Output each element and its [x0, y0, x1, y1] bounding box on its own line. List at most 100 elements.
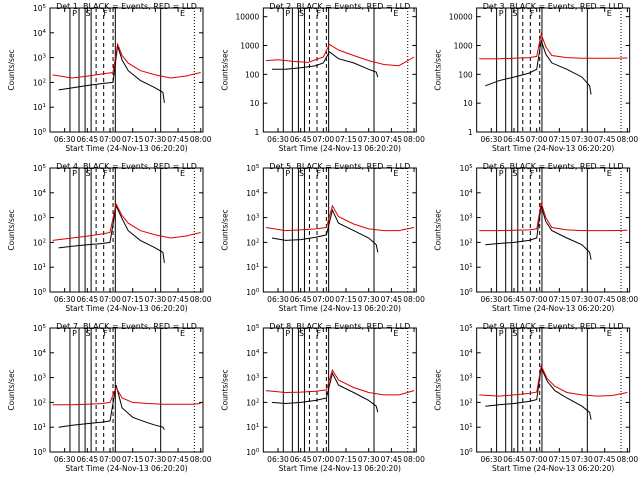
marker-letter: E — [607, 9, 612, 18]
x-tick-label: 08:00 — [617, 135, 639, 144]
y-tick-label: 105 — [33, 4, 47, 13]
x-tick-label: 07:45 — [594, 135, 616, 144]
y-tick-label: 104 — [246, 349, 260, 358]
y-tick-label: 105 — [460, 324, 474, 333]
marker-letter: F — [103, 9, 108, 18]
x-tick-label: 06:45 — [503, 455, 525, 464]
x-tick-label: 07:00 — [313, 295, 335, 304]
x-tick-label: 08:00 — [403, 295, 425, 304]
x-tick-label: 08:00 — [617, 455, 639, 464]
x-tick-label: 08:00 — [617, 295, 639, 304]
marker-letter: S — [86, 9, 91, 18]
y-tick-label: 105 — [33, 324, 47, 333]
x-tick-label: 08:00 — [403, 455, 425, 464]
x-tick-label: 07:45 — [167, 295, 189, 304]
y-tick-label: 105 — [33, 164, 47, 173]
marker-letter: P — [72, 329, 77, 338]
x-tick-label: 07:00 — [526, 455, 548, 464]
x-tick-label: 07:30 — [571, 295, 593, 304]
y-tick-label: 100 — [460, 448, 474, 457]
y-tick-label: 103 — [460, 214, 474, 223]
red-lld-series — [479, 202, 628, 232]
red-lld-series — [52, 42, 201, 79]
x-tick-label: 07:30 — [571, 135, 593, 144]
axes-frame — [476, 7, 631, 133]
black-events-series — [58, 45, 165, 103]
x-tick-label: 07:00 — [99, 455, 121, 464]
x-tick-label: 07:30 — [145, 455, 167, 464]
axes-frame — [476, 327, 631, 453]
marker-letter: E — [393, 9, 398, 18]
y-tick-label: 102 — [460, 238, 473, 247]
y-tick-label: 1 — [468, 128, 473, 137]
marker-letter: S — [299, 169, 304, 178]
x-tick-label: 06:30 — [481, 135, 503, 144]
chart-panel: 06:30 06:45 07:00 07:15 07:30 07:45 08:00 100 10… — [220, 162, 425, 313]
y-tick-label: 104 — [246, 189, 260, 198]
x-tick-label: 07:00 — [526, 135, 548, 144]
x-tick-label: 06:45 — [77, 455, 99, 464]
y-tick-label: 1000 — [454, 42, 473, 51]
x-tick-label: 07:45 — [167, 455, 189, 464]
chart-title: Det 8, BLACK = Events, RED = LLD — [269, 322, 410, 331]
x-tick-label: 06:30 — [481, 295, 503, 304]
chart-title: Det 2, BLACK = Events, RED = LLD — [269, 2, 410, 11]
marker-letter: F — [103, 329, 108, 338]
x-tick-label: 06:45 — [290, 455, 312, 464]
y-axis-label: Counts/sec — [7, 209, 16, 250]
x-tick-label: 07:15 — [549, 455, 571, 464]
x-tick-label: 07:30 — [145, 295, 167, 304]
red-lld-series — [265, 204, 415, 232]
x-tick-label: 07:15 — [122, 135, 144, 144]
x-tick-label: 07:00 — [99, 295, 121, 304]
red-lld-series — [265, 368, 415, 396]
y-tick-label: 104 — [33, 189, 47, 198]
y-tick-label: 103 — [460, 374, 474, 383]
marker-letter: F — [530, 9, 535, 18]
marker-letter: E — [607, 329, 612, 338]
y-tick-label: 103 — [33, 214, 47, 223]
x-tick-label: 06:30 — [267, 135, 289, 144]
y-tick-label: 103 — [33, 374, 47, 383]
x-tick-label: 07:15 — [335, 135, 357, 144]
axes-frame — [49, 167, 204, 293]
x-tick-label: 07:30 — [358, 295, 380, 304]
black-events-series — [271, 371, 379, 413]
x-tick-label: 06:45 — [503, 135, 525, 144]
marker-letter: F — [317, 169, 322, 178]
y-axis-label: Counts/sec — [434, 209, 443, 250]
black-events-series — [271, 208, 379, 253]
marker-letter: F — [530, 329, 535, 338]
marker-letter: S — [86, 329, 91, 338]
marker-letter: S — [512, 169, 517, 178]
y-tick-label: 100 — [246, 288, 260, 297]
x-tick-label: 07:45 — [167, 135, 189, 144]
y-tick-label: 102 — [33, 78, 46, 87]
x-tick-label: 06:45 — [290, 135, 312, 144]
y-tick-label: 100 — [460, 288, 474, 297]
y-tick-label: 101 — [460, 263, 473, 272]
x-axis-label: Start Time (24-Nov-13 06:20:20) — [65, 304, 187, 313]
chart-panel: 06:30 06:45 07:00 07:15 07:30 07:45 08:00 100 10… — [7, 162, 212, 313]
y-tick-label: 101 — [246, 263, 259, 272]
y-tick-label: 102 — [246, 238, 259, 247]
black-events-series — [485, 40, 592, 95]
red-lld-series — [265, 43, 415, 67]
chart-title: Det 4, BLACK = Events, RED = LLD — [56, 162, 197, 171]
x-axis-label: Start Time (24-Nov-13 06:20:20) — [65, 464, 187, 473]
y-axis-label: Counts/sec — [220, 369, 229, 410]
marker-letter: S — [299, 9, 304, 18]
y-tick-label: 105 — [246, 164, 260, 173]
y-tick-label: 103 — [246, 214, 260, 223]
marker-letter: S — [86, 169, 91, 178]
y-tick-label: 10 — [463, 99, 473, 108]
x-tick-label: 08:00 — [190, 135, 212, 144]
y-tick-label: 100 — [245, 70, 260, 79]
y-axis-label: Counts/sec — [7, 49, 16, 90]
marker-letter: S — [299, 329, 304, 338]
marker-letter: S — [512, 9, 517, 18]
x-tick-label: 07:15 — [335, 455, 357, 464]
marker-letter: P — [72, 169, 77, 178]
x-tick-label: 07:15 — [335, 295, 357, 304]
chart-panel: 06:30 06:45 07:00 07:15 07:30 07:45 08:00 100 10… — [220, 322, 425, 473]
